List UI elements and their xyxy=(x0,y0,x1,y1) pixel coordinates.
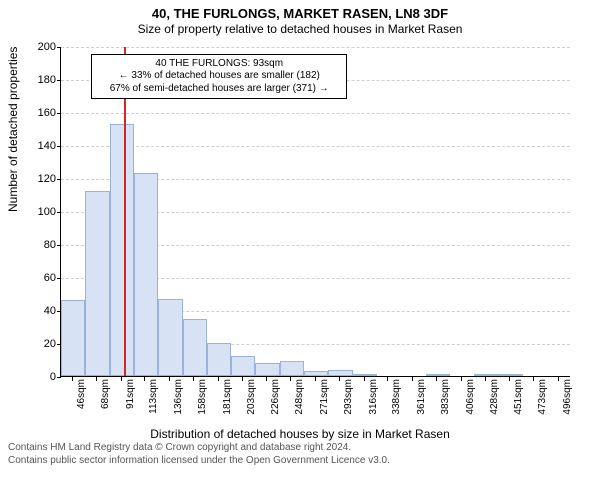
y-tick-label: 20 xyxy=(26,338,56,350)
x-tick-mark xyxy=(121,377,122,381)
x-tick-mark xyxy=(144,377,145,381)
y-tick-label: 200 xyxy=(26,41,56,53)
histogram-bar xyxy=(110,124,134,376)
x-tick-mark xyxy=(290,377,291,381)
x-tick-mark xyxy=(436,377,437,381)
y-tick-label: 40 xyxy=(26,305,56,317)
x-tick-mark xyxy=(266,377,267,381)
histogram-bar xyxy=(61,300,85,376)
x-tick-mark xyxy=(364,377,365,381)
x-tick-mark xyxy=(218,377,219,381)
x-tick-mark xyxy=(461,377,462,381)
x-tick-label: 226sqm xyxy=(270,379,281,415)
y-tick-label: 60 xyxy=(26,272,56,284)
x-tick-mark xyxy=(412,377,413,381)
x-tick-label: 136sqm xyxy=(173,379,184,415)
gridline xyxy=(61,47,570,48)
y-tick-mark xyxy=(57,47,61,48)
x-tick-label: 361sqm xyxy=(416,379,427,415)
y-tick-mark xyxy=(57,113,61,114)
x-tick-label: 248sqm xyxy=(294,379,305,415)
x-tick-label: 181sqm xyxy=(222,379,233,415)
x-axis-label: Distribution of detached houses by size … xyxy=(0,427,600,441)
y-tick-label: 180 xyxy=(26,74,56,86)
histogram-bar xyxy=(183,319,207,377)
y-tick-label: 80 xyxy=(26,239,56,251)
x-tick-mark xyxy=(72,377,73,381)
chart-container: Number of detached properties 0 20 40 60 80 1… xyxy=(0,37,600,437)
histogram-bar xyxy=(499,374,523,376)
y-axis-ticks: 020406080100120140160180200 xyxy=(24,47,60,377)
x-tick-label: 91sqm xyxy=(125,379,136,409)
y-tick-mark xyxy=(57,245,61,246)
x-tick-label: 451sqm xyxy=(513,379,524,415)
x-tick-mark xyxy=(315,377,316,381)
x-tick-label: 338sqm xyxy=(391,379,402,415)
plot-area: 40 THE FURLONGS: 93sqm← 33% of detached … xyxy=(60,47,570,377)
y-tick-mark xyxy=(57,212,61,213)
annotation-box: 40 THE FURLONGS: 93sqm← 33% of detached … xyxy=(91,54,347,100)
annotation-line: ← 33% of detached houses are smaller (18… xyxy=(97,70,341,83)
x-tick-mark xyxy=(387,377,388,381)
histogram-bar xyxy=(426,374,450,376)
y-tick-mark xyxy=(57,278,61,279)
x-tick-mark xyxy=(558,377,559,381)
x-tick-label: 406sqm xyxy=(465,379,476,415)
histogram-bar xyxy=(304,371,328,376)
footer-line: Contains HM Land Registry data © Crown c… xyxy=(8,441,592,454)
histogram-bar xyxy=(280,361,304,376)
x-tick-label: 496sqm xyxy=(562,379,573,415)
x-axis-ticks: 46sqm 68sqm 91sqm 113sqm 136sqm 158sqm 181sqm 2… xyxy=(60,377,570,427)
x-tick-label: 293sqm xyxy=(343,379,354,415)
x-tick-label: 473sqm xyxy=(537,379,548,415)
y-tick-mark xyxy=(57,179,61,180)
histogram-bar xyxy=(134,173,158,376)
x-tick-mark xyxy=(193,377,194,381)
gridline xyxy=(61,113,570,114)
footer-attribution: Contains HM Land Registry data © Crown c… xyxy=(0,437,600,467)
y-tick-label: 140 xyxy=(26,140,56,152)
histogram-bar xyxy=(158,299,182,377)
x-tick-label: 46sqm xyxy=(76,379,87,409)
x-tick-label: 316sqm xyxy=(368,379,379,415)
x-tick-mark xyxy=(169,377,170,381)
histogram-bar xyxy=(255,363,279,376)
histogram-bar xyxy=(85,191,109,376)
x-tick-label: 428sqm xyxy=(489,379,500,415)
x-tick-mark xyxy=(242,377,243,381)
annotation-line: 40 THE FURLONGS: 93sqm xyxy=(97,58,341,71)
chart-title: 40, THE FURLONGS, MARKET RASEN, LN8 3DF xyxy=(0,6,600,22)
histogram-bar xyxy=(353,374,377,376)
histogram-bar xyxy=(474,374,498,376)
y-tick-mark xyxy=(57,80,61,81)
y-tick-label: 160 xyxy=(26,107,56,119)
x-tick-label: 271sqm xyxy=(319,379,330,415)
x-tick-mark xyxy=(533,377,534,381)
histogram-bar xyxy=(207,343,231,376)
histogram-bar xyxy=(231,356,255,376)
annotation-line: 67% of semi-detached houses are larger (… xyxy=(97,83,341,96)
gridline xyxy=(61,146,570,147)
footer-line: Contains public sector information licen… xyxy=(8,454,592,467)
x-tick-label: 383sqm xyxy=(440,379,451,415)
y-axis-label: Number of detached properties xyxy=(6,47,20,212)
y-tick-label: 120 xyxy=(26,173,56,185)
x-tick-mark xyxy=(509,377,510,381)
x-tick-label: 68sqm xyxy=(100,379,111,409)
y-tick-mark xyxy=(57,146,61,147)
y-tick-label: 100 xyxy=(26,206,56,218)
x-tick-mark xyxy=(485,377,486,381)
chart-subtitle: Size of property relative to detached ho… xyxy=(0,22,600,37)
x-tick-label: 203sqm xyxy=(246,379,257,415)
y-tick-label: 0 xyxy=(26,371,56,383)
x-tick-mark xyxy=(96,377,97,381)
histogram-bar xyxy=(328,370,352,377)
x-tick-mark xyxy=(339,377,340,381)
x-tick-label: 113sqm xyxy=(148,379,159,414)
x-tick-label: 158sqm xyxy=(197,379,208,415)
